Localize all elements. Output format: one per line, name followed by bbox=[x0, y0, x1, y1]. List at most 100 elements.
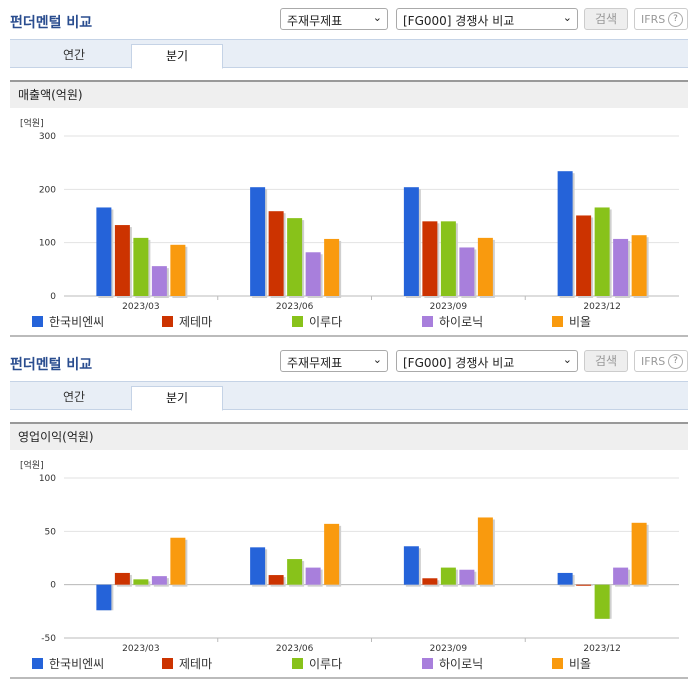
bar[interactable] bbox=[403, 546, 419, 585]
legend-item[interactable]: 하이로닉 bbox=[422, 655, 483, 672]
bar[interactable] bbox=[151, 576, 167, 585]
ifrs-label: IFRS bbox=[641, 355, 666, 368]
legend-swatch bbox=[292, 658, 303, 669]
legend-label: 제테마 bbox=[179, 657, 213, 671]
bar[interactable] bbox=[613, 238, 629, 296]
bar[interactable] bbox=[250, 547, 266, 585]
legend-item[interactable]: 이루다 bbox=[292, 655, 342, 672]
bar[interactable] bbox=[557, 572, 573, 585]
legend-item[interactable]: 한국비엔씨 bbox=[32, 313, 104, 330]
legend-swatch bbox=[552, 316, 563, 327]
y-tick-label: 300 bbox=[39, 132, 56, 142]
bar[interactable] bbox=[422, 578, 438, 585]
bar[interactable] bbox=[287, 218, 303, 296]
bar[interactable] bbox=[305, 252, 321, 296]
bar[interactable] bbox=[576, 584, 592, 586]
legend-swatch bbox=[32, 658, 43, 669]
bar[interactable] bbox=[133, 237, 149, 296]
statement-select[interactable]: 주재무제표 ⌄ bbox=[280, 8, 388, 30]
bar[interactable] bbox=[403, 187, 419, 296]
legend-item[interactable]: 제테마 bbox=[162, 313, 212, 330]
tab-quarterly[interactable]: 분기 bbox=[131, 386, 223, 411]
help-icon[interactable]: ? bbox=[668, 354, 683, 369]
bar[interactable] bbox=[613, 567, 629, 585]
bar[interactable] bbox=[268, 575, 284, 585]
bar[interactable] bbox=[324, 238, 340, 296]
legend-item[interactable]: 제테마 bbox=[162, 655, 212, 672]
bar[interactable] bbox=[594, 584, 610, 619]
bar[interactable] bbox=[250, 187, 266, 296]
legend-item[interactable]: 한국비엔씨 bbox=[32, 655, 104, 672]
bar[interactable] bbox=[459, 247, 475, 296]
bar[interactable] bbox=[324, 523, 340, 585]
chevron-down-icon: ⌄ bbox=[562, 353, 572, 366]
bar[interactable] bbox=[114, 225, 130, 296]
bar[interactable] bbox=[114, 572, 130, 585]
search-button[interactable]: 검색 bbox=[584, 350, 628, 372]
chevron-down-icon: ⌄ bbox=[372, 11, 382, 24]
panel-title: 펀더멘털 비교 bbox=[10, 15, 93, 31]
compare-select[interactable]: [FG000] 경쟁사 비교 ⌄ bbox=[396, 8, 578, 30]
search-button[interactable]: 검색 bbox=[584, 8, 628, 30]
panel-title: 펀더멘털 비교 bbox=[10, 357, 93, 373]
legend-label: 하이로닉 bbox=[439, 315, 484, 329]
bar[interactable] bbox=[151, 266, 167, 296]
help-icon[interactable]: ? bbox=[668, 12, 683, 27]
panel-operating-profit: 펀더멘털 비교 주재무제표 ⌄ [FG000] 경쟁사 비교 ⌄ 검색 IFRS… bbox=[0, 342, 696, 684]
bar[interactable] bbox=[96, 207, 112, 296]
y-tick-label: 100 bbox=[39, 474, 56, 484]
x-tick-label: 2023/03 bbox=[122, 302, 159, 310]
legend-swatch bbox=[552, 658, 563, 669]
legend-swatch bbox=[422, 316, 433, 327]
legend-item[interactable]: 하이로닉 bbox=[422, 313, 483, 330]
bar[interactable] bbox=[477, 237, 493, 296]
y-unit-label: [억원] bbox=[20, 117, 44, 129]
legend-item[interactable]: 비올 bbox=[552, 655, 591, 672]
legend-item[interactable]: 비올 bbox=[552, 313, 591, 330]
operating-profit-chart: [억원] -50 0 50 100 2023/03 2023/06 2023/09 2023/1… bbox=[20, 459, 679, 652]
bar[interactable] bbox=[170, 537, 186, 585]
bar[interactable] bbox=[557, 171, 573, 296]
legend-swatch bbox=[162, 316, 173, 327]
legend-item[interactable]: 이루다 bbox=[292, 313, 342, 330]
legend-label: 비올 bbox=[569, 315, 592, 329]
bar[interactable] bbox=[477, 517, 493, 585]
bar[interactable] bbox=[440, 567, 456, 585]
bar[interactable] bbox=[576, 215, 592, 296]
divider bbox=[10, 335, 688, 337]
tab-annual[interactable]: 연간 bbox=[62, 390, 86, 404]
y-tick-label: 0 bbox=[50, 581, 56, 591]
bar[interactable] bbox=[268, 211, 284, 296]
bar[interactable] bbox=[305, 567, 321, 585]
statement-select[interactable]: 주재무제표 ⌄ bbox=[280, 350, 388, 372]
compare-select-value: [FG000] 경쟁사 비교 bbox=[403, 356, 515, 370]
x-tick-label: 2023/06 bbox=[276, 302, 314, 310]
bar[interactable] bbox=[133, 579, 149, 585]
bar[interactable] bbox=[631, 522, 647, 585]
tab-quarterly[interactable]: 분기 bbox=[131, 44, 223, 69]
bar[interactable] bbox=[631, 235, 647, 296]
bar[interactable] bbox=[287, 559, 303, 585]
legend-swatch bbox=[292, 316, 303, 327]
panel-revenue: 펀더멘털 비교 주재무제표 ⌄ [FG000] 경쟁사 비교 ⌄ 검색 IFRS… bbox=[10, 8, 688, 337]
compare-select[interactable]: [FG000] 경쟁사 비교 ⌄ bbox=[396, 350, 578, 372]
bar[interactable] bbox=[594, 207, 610, 296]
bar[interactable] bbox=[422, 221, 438, 296]
legend-label: 하이로닉 bbox=[439, 657, 484, 671]
bar[interactable] bbox=[459, 569, 475, 585]
legend-label: 비올 bbox=[569, 657, 592, 671]
bar[interactable] bbox=[440, 221, 456, 296]
period-tabs: 연간 분기 bbox=[10, 39, 688, 69]
y-tick-label: 50 bbox=[45, 527, 57, 537]
ifrs-button[interactable]: IFRS ? bbox=[634, 350, 688, 372]
x-tick-label: 2023/12 bbox=[583, 644, 620, 652]
ifrs-button[interactable]: IFRS ? bbox=[634, 8, 688, 30]
legend-label: 이루다 bbox=[309, 315, 343, 329]
bar[interactable] bbox=[170, 244, 186, 296]
tab-annual[interactable]: 연간 bbox=[62, 48, 86, 62]
bar[interactable] bbox=[96, 584, 112, 611]
chevron-down-icon: ⌄ bbox=[562, 11, 572, 24]
y-tick-label: 200 bbox=[39, 185, 56, 195]
y-tick-label: 0 bbox=[50, 292, 56, 302]
statement-select-value: 주재무제표 bbox=[287, 356, 343, 370]
